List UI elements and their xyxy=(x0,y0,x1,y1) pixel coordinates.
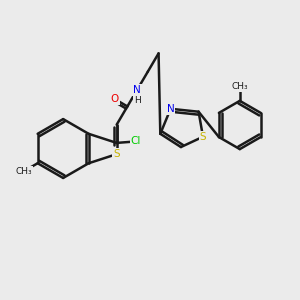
Text: N: N xyxy=(167,104,175,114)
Text: N: N xyxy=(133,85,141,95)
Text: S: S xyxy=(200,132,206,142)
Text: Cl: Cl xyxy=(130,136,141,146)
Text: CH₃: CH₃ xyxy=(232,82,248,91)
Text: H: H xyxy=(134,96,140,105)
Text: O: O xyxy=(111,94,119,104)
Text: CH₃: CH₃ xyxy=(15,167,32,176)
Text: S: S xyxy=(113,149,120,159)
